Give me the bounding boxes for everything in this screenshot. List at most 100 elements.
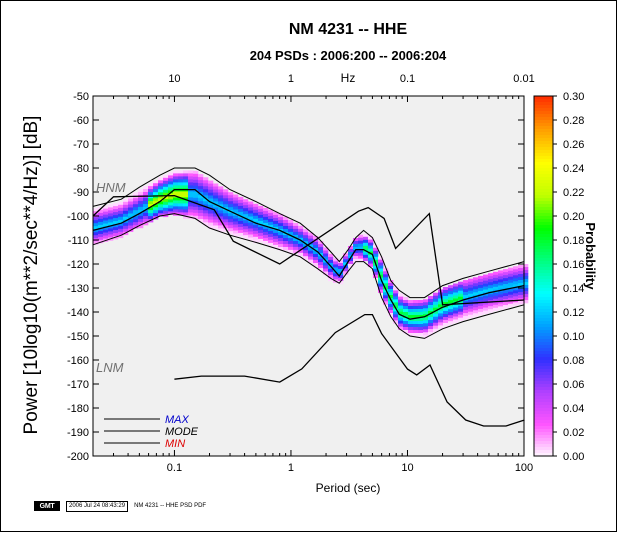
pdf-cell xyxy=(128,219,134,223)
pdf-cell xyxy=(213,207,219,211)
pdf-cell xyxy=(153,201,159,205)
colorbar-segment xyxy=(534,402,553,406)
pdf-cell xyxy=(258,211,264,216)
pdf-cell xyxy=(518,277,524,281)
pdf-cell xyxy=(163,210,169,215)
pdf-cell xyxy=(258,232,264,237)
pdf-cell xyxy=(413,327,419,331)
pdf-cell xyxy=(253,227,259,232)
pdf-cell xyxy=(228,219,234,223)
pdf-cell xyxy=(108,210,114,214)
pdf-cell xyxy=(218,198,224,202)
pdf-cell xyxy=(143,216,149,220)
colorbar-segment xyxy=(534,249,553,253)
pdf-cell xyxy=(193,209,199,214)
pdf-cell xyxy=(223,189,229,193)
pdf-cell xyxy=(138,224,144,229)
colorbar-label: Probability xyxy=(583,222,598,290)
pdf-cell xyxy=(493,304,499,309)
pdf-cell xyxy=(523,297,529,301)
pdf-cell xyxy=(513,281,519,285)
pdf-cell xyxy=(223,195,229,199)
pdf-cell xyxy=(168,181,174,185)
pdf-cell xyxy=(203,213,209,217)
pdf-cell xyxy=(393,302,399,306)
pdf-cell xyxy=(483,283,489,287)
pdf-cell xyxy=(458,317,464,321)
pdf-cell xyxy=(403,312,409,316)
pdf-cell xyxy=(103,217,109,221)
pdf-cell xyxy=(228,201,234,205)
pdf-cell xyxy=(523,285,529,289)
pdf-cell xyxy=(338,260,344,264)
pdf-cell xyxy=(98,233,104,238)
pdf-cell xyxy=(398,320,404,324)
pdf-cell xyxy=(158,180,164,184)
pdf-cell xyxy=(453,310,459,314)
pdf-cell xyxy=(238,199,244,204)
colorbar-segment xyxy=(534,177,553,181)
pdf-cell xyxy=(288,237,294,242)
pdf-cell xyxy=(153,213,159,217)
pdf-cell xyxy=(483,280,489,284)
pdf-cell xyxy=(128,195,134,199)
pdf-cell xyxy=(453,307,459,311)
colorbar-segment xyxy=(534,111,553,115)
pdf-cell xyxy=(118,234,124,239)
pdf-cell xyxy=(388,307,394,311)
pdf-cell xyxy=(198,207,204,211)
pdf-cell xyxy=(208,195,214,199)
pdf-cell xyxy=(388,292,394,296)
pdf-cell xyxy=(198,198,204,202)
pdf-cell xyxy=(118,213,124,218)
colorbar-segment xyxy=(534,276,553,280)
pdf-cell xyxy=(113,236,119,240)
pdf-cell xyxy=(363,251,369,256)
pdf-cell xyxy=(193,212,199,217)
pdf-cell xyxy=(168,178,174,182)
colorbar-segment xyxy=(534,234,553,238)
pdf-cell xyxy=(263,231,269,236)
pdf-cell xyxy=(468,299,474,303)
pdf-cell xyxy=(268,209,274,214)
pdf-cell xyxy=(223,210,229,214)
pdf-cell xyxy=(363,233,369,238)
pdf-cell xyxy=(373,271,379,276)
pdf-cell xyxy=(113,221,119,225)
pdf-cell xyxy=(328,271,334,276)
pdf-cell xyxy=(418,321,424,325)
pdf-cell xyxy=(408,333,414,337)
pdf-cell xyxy=(138,203,144,208)
pdf-cell xyxy=(193,185,199,190)
pdf-cell xyxy=(158,207,164,211)
pdf-cell xyxy=(168,205,174,209)
pdf-cell xyxy=(278,244,284,248)
pdf-cell xyxy=(328,265,334,270)
pdf-cell xyxy=(283,220,289,224)
pdf-cell xyxy=(488,285,494,289)
pdf-cell xyxy=(508,294,514,298)
pdf-cell xyxy=(313,245,319,249)
colorbar-segment xyxy=(534,405,553,409)
pdf-cell xyxy=(493,307,499,312)
pdf-cell xyxy=(353,244,359,248)
pdf-cell xyxy=(233,233,239,237)
pdf-cell xyxy=(498,270,504,274)
pdf-cell xyxy=(118,225,124,230)
pdf-cell xyxy=(228,222,234,226)
pdf-cell xyxy=(488,279,494,283)
pdf-cell xyxy=(193,215,199,220)
pdf-cell xyxy=(308,253,314,257)
pdf-cell xyxy=(468,305,474,309)
pdf-cell xyxy=(443,296,449,300)
pdf-cell xyxy=(413,324,419,328)
pdf-cell xyxy=(313,263,319,267)
colorbar-segment xyxy=(534,348,553,352)
pdf-cell xyxy=(418,333,424,337)
colorbar-segment xyxy=(534,129,553,133)
pdf-cell xyxy=(323,262,329,266)
pdf-cell xyxy=(523,279,529,283)
pdf-cell xyxy=(228,204,234,208)
pdf-cell xyxy=(443,311,449,315)
pdf-cell xyxy=(278,247,284,251)
